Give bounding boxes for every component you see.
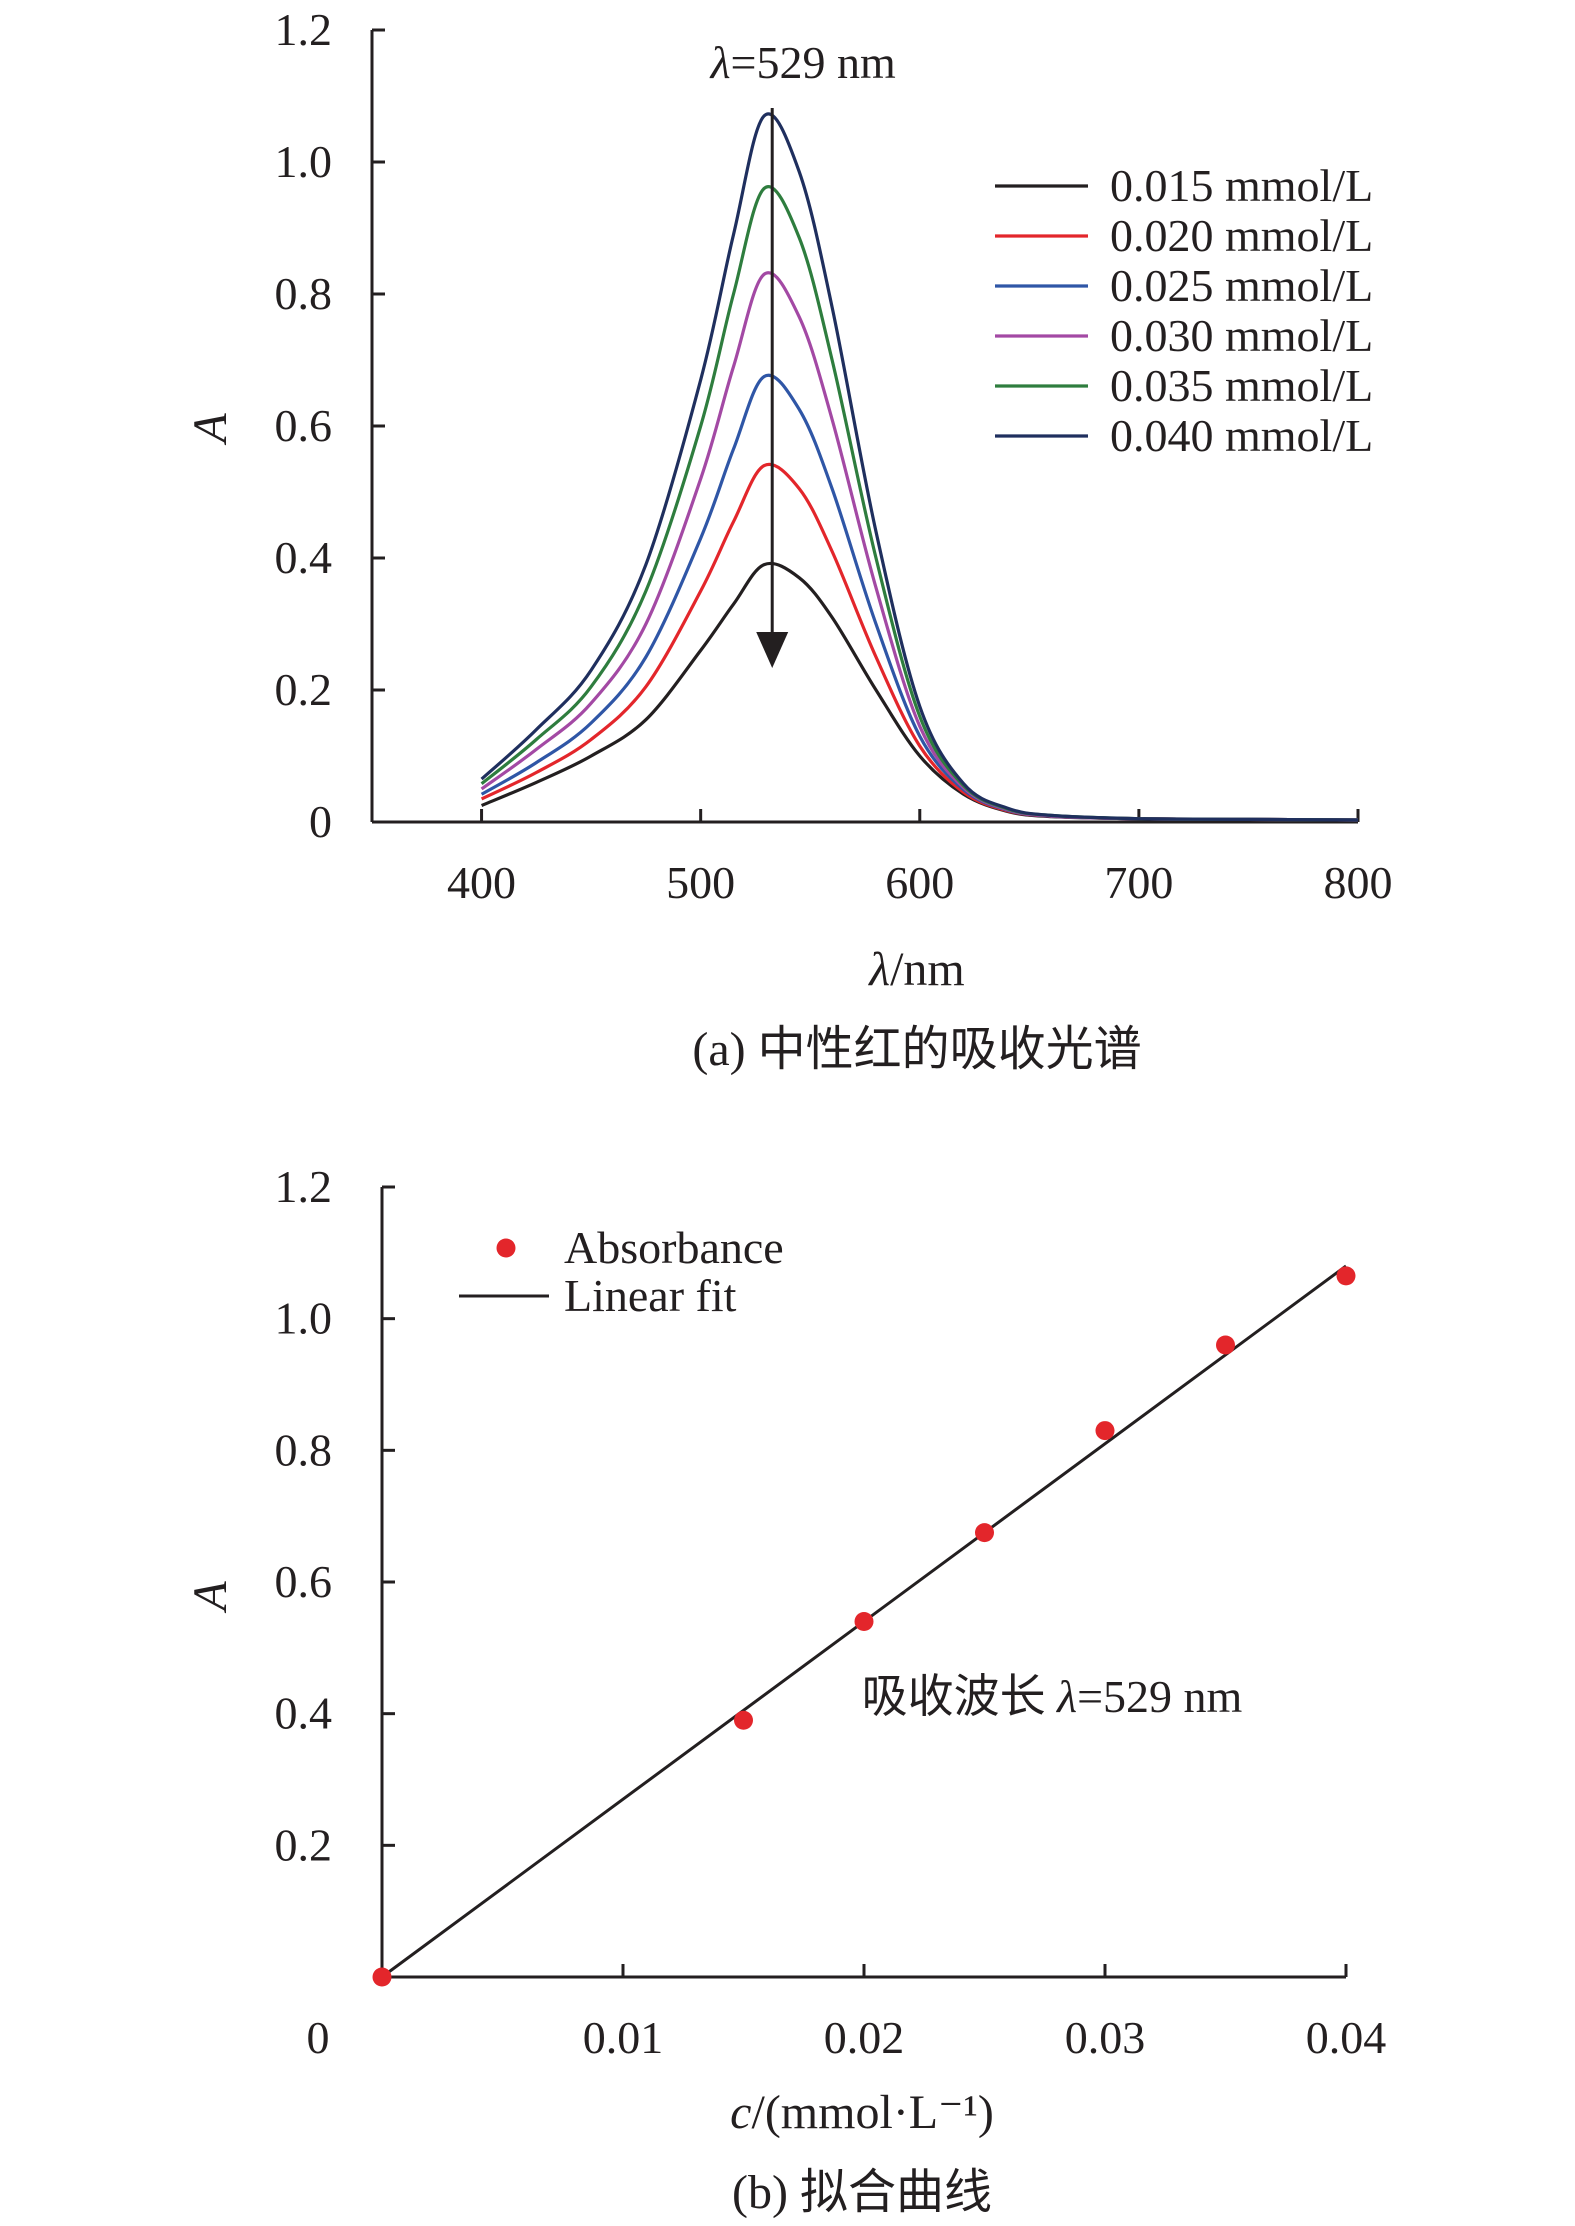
absorbance-point [854,1612,874,1631]
legend-label-5: 0.035 mmol/L [1110,360,1373,411]
absorbance-point [372,1967,392,1987]
panel-caption: (b) 拟合曲线 [732,2166,992,2219]
y-tick-label: 1.2 [275,1161,333,1212]
x-tick-label: 0.02 [824,2012,905,2063]
spectrum-panel: 0 0.2 0.4 0.6 0.8 1.0 1.2 400 500 600 700 800 0.015… [0,0,1575,1100]
fit-panel: 0.2 0.4 0.6 0.8 1.0 1.2 0 0.01 0.02 0.03 0.04 Abso… [0,1130,1575,2226]
spectrum-legend: 0.015 mmol/L0.020 mmol/L0.025 mmol/L0.03… [995,160,1373,461]
legend-label-4: 0.030 mmol/L [1110,310,1373,361]
peak-annotation-label: λ=529 nm [709,37,896,88]
legend-label-1: 0.015 mmol/L [1110,160,1373,211]
x-tick-label: 500 [666,857,735,908]
spectrum-line-2 [480,462,1359,822]
fit-axes: 0.2 0.4 0.6 0.8 1.0 1.2 0 0.01 0.02 0.03 0.04 [275,1161,1387,2063]
fit-series-group [372,1264,1356,1987]
fit-chart: 0.2 0.4 0.6 0.8 1.0 1.2 0 0.01 0.02 0.03 0.04 Abso… [184,1161,1387,2219]
x-tick-label: 800 [1324,857,1393,908]
spectrum-series-group [480,112,1359,822]
x-tick-label: 700 [1104,857,1173,908]
x-tick-label: 0 [307,2012,330,2063]
legend-label-6: 0.040 mmol/L [1110,410,1373,461]
x-tick-label: 0.01 [583,2012,664,2063]
y-tick-label: 0.2 [275,1819,333,1870]
y-tick-label: 1.0 [275,1293,333,1344]
x-axis-label: λ/nm [867,943,964,996]
y-tick-label: 0.4 [275,1688,333,1739]
y-tick-label: 1.0 [275,136,333,187]
y-tick-label: 0.4 [275,532,333,583]
legend-swatch-absorbance [496,1238,516,1258]
y-tick-label: 0.8 [275,1424,333,1475]
absorbance-point [1095,1421,1115,1441]
spectrum-axes: 0 0.2 0.4 0.6 0.8 1.0 1.2 400 500 600 700 800 [275,4,1393,908]
absorbance-point [1336,1266,1356,1286]
x-tick-label: 600 [885,857,954,908]
wavelength-annotation: 吸收波长 λ=529 nm [862,1671,1243,1722]
legend-label-3: 0.025 mmol/L [1110,260,1373,311]
legend-label-absorbance: Absorbance [564,1222,784,1273]
y-axis-label: A [184,413,237,446]
y-tick-label: 0 [309,796,332,847]
x-axis-label: c/(mmol·L⁻¹) [730,2086,994,2139]
x-tick-label: 0.04 [1306,2012,1387,2063]
peak-arrow-head [756,632,789,668]
peak-annotation: λ=529 nm [709,37,896,668]
absorbance-point [734,1710,753,1730]
y-tick-label: 0.6 [275,1556,333,1607]
spectrum-line-1 [480,561,1359,822]
y-axis-label: A [184,1581,237,1614]
y-tick-label: 0.2 [275,664,333,715]
y-tick-label: 0.6 [275,400,333,451]
absorbance-point [1216,1335,1235,1355]
absorbance-point [975,1523,994,1543]
x-tick-label: 400 [447,857,516,908]
panel-caption: (a) 中性红的吸收光谱 [692,1023,1141,1076]
legend-label-2: 0.020 mmol/L [1110,210,1373,261]
y-tick-label: 1.2 [275,4,333,55]
y-tick-label: 0.8 [275,268,333,319]
legend-label-linear-fit: Linear fit [564,1270,737,1321]
x-tick-label: 0.03 [1065,2012,1146,2063]
spectrum-chart: 0 0.2 0.4 0.6 0.8 1.0 1.2 400 500 600 700 800 0.015… [184,4,1393,1076]
spectrum-line-6 [480,112,1359,822]
